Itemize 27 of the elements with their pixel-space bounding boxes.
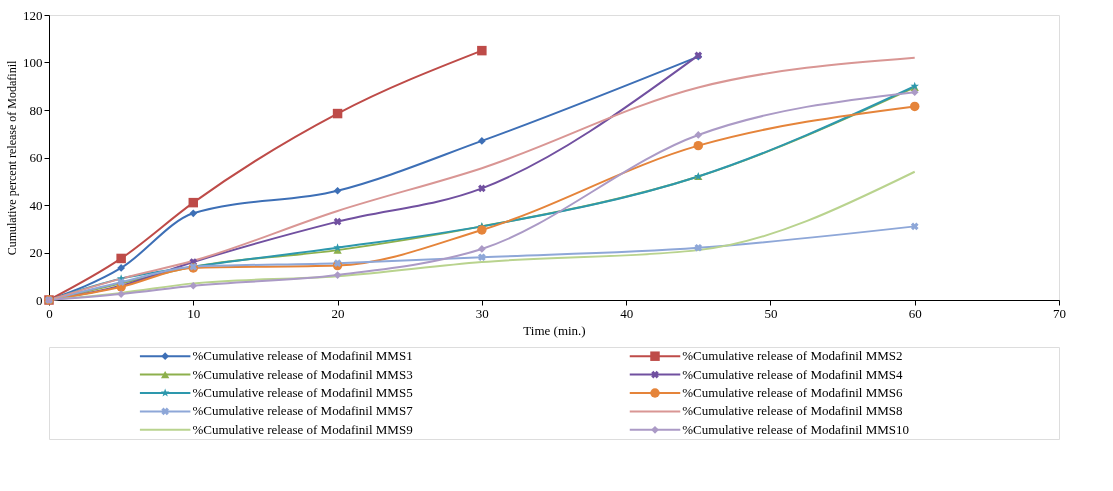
legend-label: %Cumulative release of Modafinil MMS8 — [682, 403, 903, 419]
x-tick-label: 60 — [908, 305, 922, 321]
x-tick-label: 50 — [764, 305, 778, 321]
y-tick-label: 100 — [23, 55, 43, 70]
x-tick-label: 40 — [620, 305, 634, 321]
legend-label: %Cumulative release of Modafinil MMS10 — [682, 421, 910, 437]
y-tick-label: 20 — [29, 245, 43, 260]
y-axis-title: Cumulative percent release of Modafinil — [5, 60, 19, 256]
legend-label: %Cumulative release of Modafinil MMS5 — [192, 385, 413, 400]
legend-label: %Cumulative release of Modafinil MMS9 — [192, 421, 413, 437]
y-tick-label: 40 — [29, 197, 43, 213]
y-tick-label: 60 — [29, 150, 43, 165]
y-tick-label: 0 — [36, 292, 43, 308]
legend-label: %Cumulative release of Modafinil MMS2 — [682, 348, 903, 364]
y-tick-label: 80 — [29, 102, 43, 118]
x-tick-label: 10 — [187, 305, 201, 321]
legend-label: %Cumulative release of Modafinil MMS3 — [192, 366, 413, 382]
x-tick-label: 20 — [331, 305, 345, 321]
x-tick-label: 30 — [475, 305, 489, 321]
x-axis-title: Time (min.) — [523, 322, 586, 338]
y-tick-label: 120 — [23, 7, 43, 23]
x-tick-label: 0 — [46, 305, 53, 321]
legend-label: %Cumulative release of Modafinil MMS6 — [682, 385, 904, 400]
legend-label: %Cumulative release of Modafinil MMS1 — [192, 348, 413, 364]
legend-label: %Cumulative release of Modafinil MMS4 — [682, 366, 904, 382]
legend-label: %Cumulative release of Modafinil MMS7 — [192, 403, 414, 419]
x-tick-label: 70 — [1053, 305, 1066, 321]
